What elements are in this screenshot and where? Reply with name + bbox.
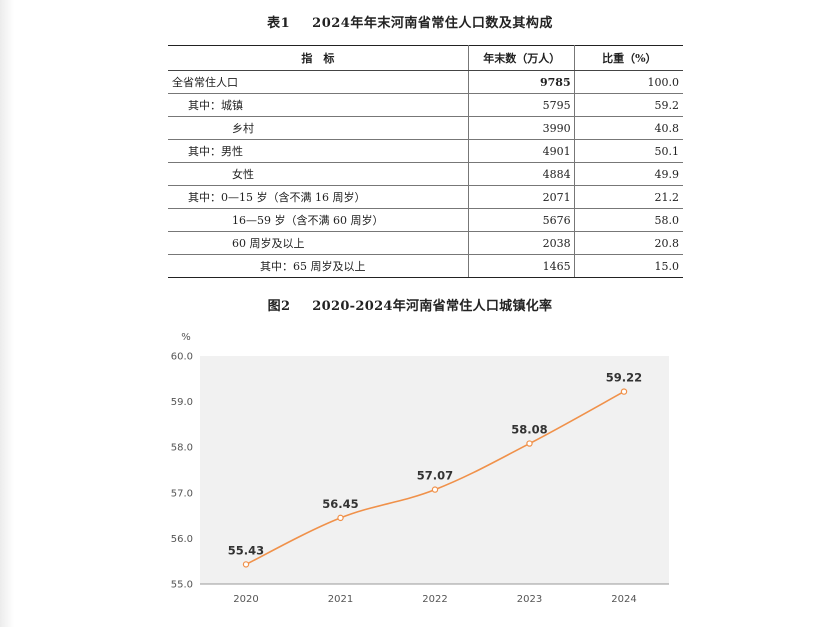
row-share: 21.2 <box>574 185 683 209</box>
row-label: 其中：男性 <box>168 139 469 163</box>
table-row: 女性 4884 49.9 <box>168 162 683 186</box>
figure-title: 图2 2020-2024年河南省常住人口城镇化率 <box>0 295 820 314</box>
table-number: 表1 <box>267 16 291 31</box>
row-value: 2071 <box>468 185 575 209</box>
table-title: 表1 2024年年末河南省常住人口数及其构成 <box>0 12 820 31</box>
row-value: 5676 <box>468 208 575 232</box>
row-value: 3990 <box>468 116 575 140</box>
row-share: 49.9 <box>574 162 683 186</box>
header-indicator: 指 标 <box>168 45 469 71</box>
x-tick-label: 2023 <box>517 594 542 605</box>
row-label: 其中：65 周岁及以上 <box>168 254 469 278</box>
data-label: 55.43 <box>228 543 264 557</box>
row-share: 58.0 <box>574 208 683 232</box>
table-title-text: 2024年年末河南省常住人口数及其构成 <box>312 16 553 31</box>
population-table: 指 标 年末数（万人） 比重（%） 全省常住人口 9785 100.0 其中：城镇 57… <box>168 45 683 278</box>
y-tick-label: 59.0 <box>171 397 193 408</box>
row-label: 16—59 岁（含不满 60 周岁） <box>168 208 469 232</box>
row-value: 1465 <box>468 254 575 278</box>
row-share: 15.0 <box>574 254 683 278</box>
table-row: 乡村 3990 40.8 <box>168 116 683 140</box>
row-value: 4901 <box>468 139 575 163</box>
data-point <box>620 388 628 395</box>
table-row: 其中：男性 4901 50.1 <box>168 139 683 163</box>
row-share: 59.2 <box>574 93 683 117</box>
y-tick-label: 60.0 <box>171 352 193 363</box>
row-share: 50.1 <box>574 139 683 163</box>
table-row: 其中：0—15 岁（含不满 16 周岁） 2071 21.2 <box>168 185 683 209</box>
table-row: 其中：65 周岁及以上 1465 15.0 <box>168 254 683 278</box>
data-label: 58.08 <box>511 423 547 437</box>
row-label: 全省常住人口 <box>168 70 469 94</box>
data-label: 57.07 <box>417 469 453 483</box>
table-header-row: 指 标 年末数（万人） 比重（%） <box>168 45 683 71</box>
row-share: 20.8 <box>574 231 683 255</box>
urbanization-line-chart: % 55.0 56.0 57.0 58.0 59.0 60.0 2020 2021 2022 202… <box>171 332 669 605</box>
data-point <box>337 514 344 522</box>
row-share: 40.8 <box>574 116 683 140</box>
y-tick-label: 58.0 <box>171 443 193 454</box>
row-label: 女性 <box>168 162 469 186</box>
row-value: 5795 <box>468 93 575 117</box>
row-label: 乡村 <box>168 116 469 140</box>
row-label: 60 周岁及以上 <box>168 231 469 255</box>
page-edge-shadow <box>0 0 14 627</box>
y-tick-label: 57.0 <box>171 488 193 499</box>
table-row: 全省常住人口 9785 100.0 <box>168 70 683 94</box>
table-row: 60 周岁及以上 2038 20.8 <box>168 231 683 255</box>
y-tick-label: 56.0 <box>171 534 193 545</box>
data-point <box>431 486 439 493</box>
x-tick-label: 2024 <box>611 594 636 605</box>
table-row: 其中：城镇 5795 59.2 <box>168 93 683 117</box>
data-label: 59.22 <box>606 371 642 385</box>
y-unit-label: % <box>181 332 191 343</box>
row-label: 其中：城镇 <box>168 93 469 117</box>
figure-number: 图2 <box>267 299 291 314</box>
header-share: 比重（%） <box>574 45 683 71</box>
row-value: 4884 <box>468 162 575 186</box>
row-share: 100.0 <box>574 70 683 94</box>
x-tick-label: 2020 <box>233 594 258 605</box>
table-row: 16—59 岁（含不满 60 周岁） 5676 58.0 <box>168 208 683 232</box>
row-value: 9785 <box>468 70 575 94</box>
x-tick-label: 2022 <box>422 594 447 605</box>
row-label: 其中：0—15 岁（含不满 16 周岁） <box>168 185 469 209</box>
x-tick-label: 2021 <box>328 594 353 605</box>
row-value: 2038 <box>468 231 575 255</box>
plot-area <box>200 356 669 584</box>
data-point <box>242 561 250 568</box>
header-year-end-count: 年末数（万人） <box>468 45 575 71</box>
data-label: 56.45 <box>322 497 358 511</box>
data-point <box>526 440 533 447</box>
y-tick-label: 55.0 <box>171 580 193 591</box>
figure-title-text: 2020-2024年河南省常住人口城镇化率 <box>312 299 553 314</box>
